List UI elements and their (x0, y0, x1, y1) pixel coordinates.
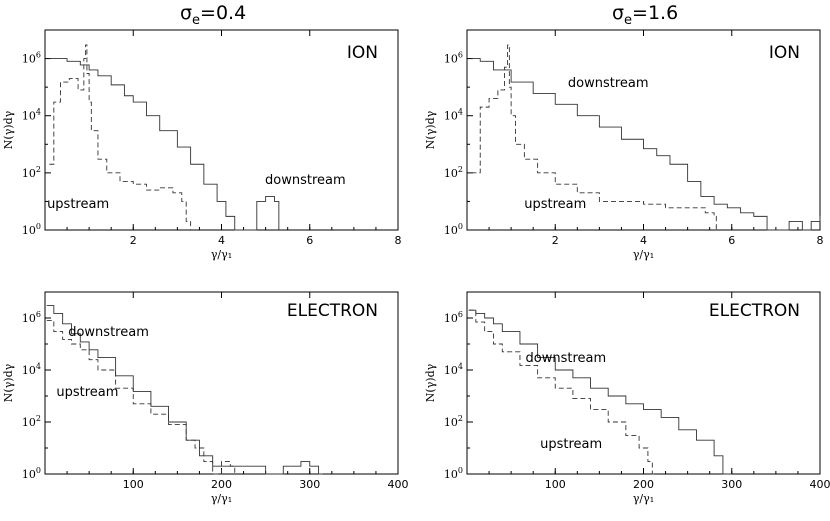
x-tick-label: 400 (388, 478, 409, 491)
series-annotation: upstream (540, 437, 602, 452)
x-tick-label: 4 (640, 234, 647, 247)
y-tick-label: 102 (22, 414, 41, 429)
series-upstream (46, 320, 236, 475)
series-annotation: upstream (47, 197, 109, 212)
panel-label: ION (347, 43, 378, 63)
x-tick-label: 300 (721, 478, 742, 491)
x-tick-label: 100 (123, 478, 144, 491)
x-axis-label: γ/γ₁ (211, 248, 232, 261)
series-annotation: downstream (265, 173, 346, 188)
x-tick-label: 2 (552, 234, 559, 247)
x-tick-label: 4 (218, 234, 225, 247)
y-tick-label: 106 (22, 310, 41, 325)
x-tick-label: 6 (728, 234, 735, 247)
x-tick-label: 2 (130, 234, 137, 247)
x-tick-label: 200 (211, 478, 232, 491)
series-downstream (468, 309, 732, 475)
y-axis-label: N(γ)dγ (424, 110, 437, 149)
y-axis-label: N(γ)dγ (424, 363, 437, 402)
series-annotation: downstream (68, 325, 149, 340)
chart-panel: 100 200 300 400 100 102 104 106 γ/γ₁ N(γ)dγ ELECTR… (424, 291, 830, 505)
series-annotation: upstream (524, 197, 586, 212)
y-tick-label: 104 (444, 362, 463, 377)
x-axis-label: γ/γ₁ (633, 492, 654, 505)
y-tick-label: 100 (444, 466, 463, 481)
chart-panel: 2 4 6 8 100 102 104 106 γ/γ₁ N(γ)dγ ION downstream u… (2, 29, 402, 261)
x-tick-label: 6 (306, 234, 313, 247)
y-tick-label: 104 (22, 362, 41, 377)
y-axis-label: N(γ)dγ (2, 363, 15, 402)
x-axis-label: γ/γ₁ (633, 248, 654, 261)
x-axis-label: γ/γ₁ (211, 492, 232, 505)
series-annotation: upstream (56, 385, 118, 400)
x-tick-label: 400 (810, 478, 830, 491)
series-upstream (468, 309, 657, 475)
y-tick-label: 106 (22, 51, 41, 66)
plot-frame (466, 29, 821, 231)
x-tick-label: 200 (633, 478, 654, 491)
series-upstream (49, 44, 192, 230)
column-title-right: σe=1.6 (612, 2, 679, 28)
y-tick-label: 100 (444, 222, 463, 237)
column-title-left: σe=0.4 (180, 2, 247, 28)
x-tick-label: 100 (545, 478, 566, 491)
y-tick-label: 106 (444, 51, 463, 66)
panel-label: ELECTRON (287, 301, 378, 321)
x-tick-label: 300 (299, 478, 320, 491)
chart-panel: 100 200 300 400 100 102 104 106 γ/γ₁ N(γ)dγ ELECTR… (2, 291, 409, 505)
x-tick-label: 8 (817, 234, 824, 247)
y-axis-label: N(γ)dγ (2, 110, 15, 149)
y-tick-label: 100 (22, 222, 41, 237)
y-tick-label: 102 (22, 165, 41, 180)
y-tick-label: 100 (22, 466, 41, 481)
y-tick-label: 104 (444, 108, 463, 123)
series-downstream (46, 305, 323, 475)
panel-label: ION (769, 43, 800, 63)
x-tick-label: 8 (395, 234, 402, 247)
series-downstream (471, 58, 821, 231)
y-tick-label: 102 (444, 165, 463, 180)
series-upstream (471, 44, 717, 230)
series-annotation: downstream (526, 351, 607, 366)
y-tick-label: 102 (444, 414, 463, 429)
chart-panel: 2 4 6 8 100 102 104 106 γ/γ₁ N(γ)dγ ION downstream u… (424, 29, 824, 261)
series-annotation: downstream (568, 76, 649, 91)
y-tick-label: 106 (444, 310, 463, 325)
series-downstream (49, 58, 280, 231)
y-tick-label: 104 (22, 108, 41, 123)
panel-label: ELECTRON (709, 301, 800, 321)
